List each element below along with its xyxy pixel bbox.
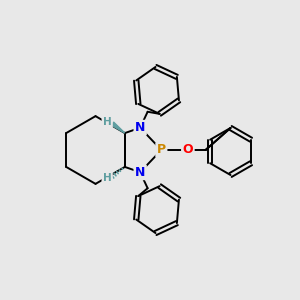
Text: O: O [183,143,193,157]
Text: H: H [103,173,112,183]
Text: N: N [135,166,146,179]
Text: P: P [157,143,166,157]
Text: H: H [103,117,112,127]
Polygon shape [111,122,125,133]
Text: N: N [135,121,146,134]
